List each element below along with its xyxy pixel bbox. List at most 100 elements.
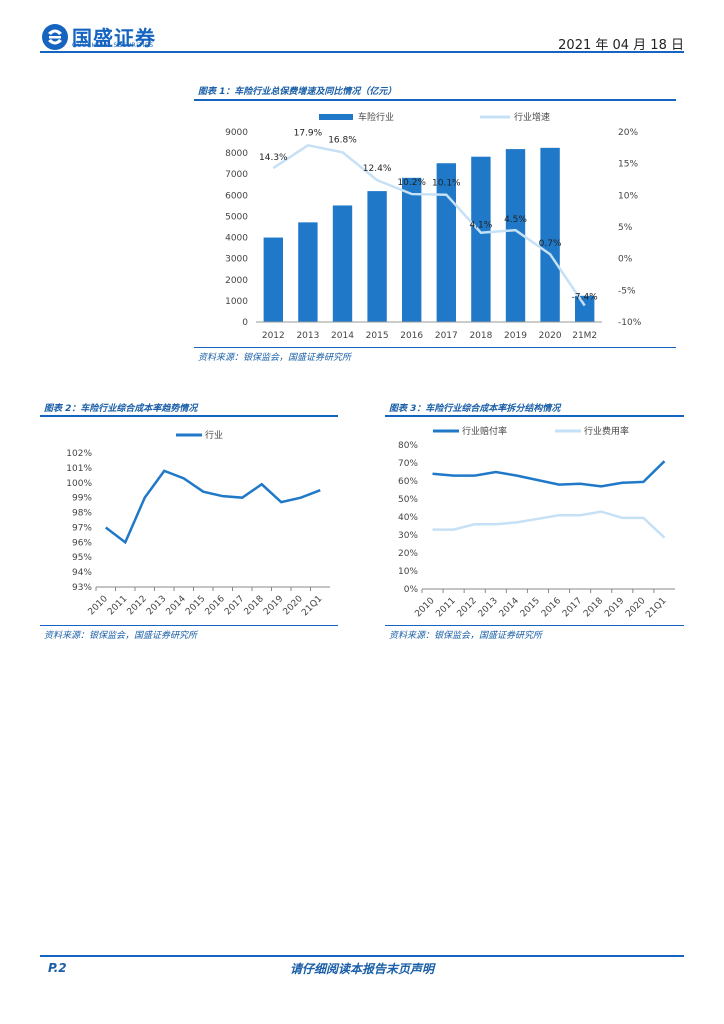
y-axis-tick: 95% xyxy=(72,553,92,563)
left-axis-tick: 6000 xyxy=(225,191,248,201)
x-axis-tick: 2017 xyxy=(435,331,458,341)
left-axis-tick: 7000 xyxy=(225,170,248,180)
x-axis-tick: 2017 xyxy=(561,596,584,619)
y-axis-tick: 98% xyxy=(72,509,92,519)
right-axis-tick: 15% xyxy=(618,160,638,170)
x-axis-tick: 21M2 xyxy=(572,331,597,341)
growth-data-label: 17.9% xyxy=(294,128,323,138)
x-axis-tick: 2016 xyxy=(204,594,227,617)
x-axis-tick: 2014 xyxy=(165,594,188,617)
growth-data-label: 4.5% xyxy=(504,215,527,225)
x-axis-tick: 2019 xyxy=(504,331,527,341)
x-axis-tick: 2015 xyxy=(366,331,389,341)
fig1-chart: 车险行业 行业增速 0 1000 2000 3000 4000 5000 6000 7000 800… xyxy=(225,111,642,341)
brand-name: 国盛证券 xyxy=(72,26,156,50)
x-axis-tick: 2014 xyxy=(498,596,521,619)
left-axis-tick: 9000 xyxy=(225,128,248,138)
legend-bar-label: 车险行业 xyxy=(358,111,394,123)
legend-line-label: 行业增速 xyxy=(514,111,550,123)
series-line xyxy=(432,460,666,488)
x-axis-tick: 2017 xyxy=(223,594,246,617)
brand-logo-icon xyxy=(42,24,68,50)
bar xyxy=(540,147,560,322)
left-axis-tick: 5000 xyxy=(225,212,248,222)
growth-data-label: -7.4% xyxy=(572,293,599,303)
y-axis-tick: 80% xyxy=(398,441,418,451)
series-line xyxy=(104,469,321,545)
x-axis-tick: 2018 xyxy=(243,594,266,617)
y-axis-tick: 93% xyxy=(72,583,92,593)
x-axis-tick: 2016 xyxy=(540,596,563,619)
x-axis-tick: 2016 xyxy=(400,331,423,341)
x-axis-tick: 2020 xyxy=(624,596,647,619)
y-axis-tick: 101% xyxy=(66,464,92,474)
legend-label-expense: 行业费用率 xyxy=(584,425,629,437)
y-axis-tick: 70% xyxy=(398,459,418,469)
y-axis-tick: 50% xyxy=(398,495,418,505)
bar xyxy=(471,156,491,322)
y-axis-tick: 100% xyxy=(66,479,92,489)
x-axis-tick: 2014 xyxy=(331,331,354,341)
y-axis-tick: 94% xyxy=(72,568,92,578)
x-axis-tick: 2015 xyxy=(184,594,207,617)
y-axis-tick: 20% xyxy=(398,549,418,559)
growth-data-label: 16.8% xyxy=(328,135,357,145)
x-axis-tick: 2013 xyxy=(477,596,500,619)
left-axis-tick: 3000 xyxy=(225,255,248,265)
series-line xyxy=(432,510,666,539)
x-axis-tick: 2010 xyxy=(413,596,436,619)
y-axis-tick: 97% xyxy=(72,523,92,533)
fig2-title-rule xyxy=(40,415,338,417)
fig3-source: 资料来源：银保监会，国盛证券研究所 xyxy=(389,631,543,641)
y-axis-tick: 99% xyxy=(72,494,92,504)
growth-data-label: 14.3% xyxy=(259,153,288,163)
left-axis-tick: 4000 xyxy=(225,234,248,244)
fig2-source: 资料来源：银保监会，国盛证券研究所 xyxy=(44,631,198,641)
fig3-title-rule xyxy=(385,415,684,417)
y-axis-tick: 0% xyxy=(404,585,419,595)
y-axis-tick: 96% xyxy=(72,538,92,548)
fig3-title: 图表 3：车险行业综合成本率拆分结构情况 xyxy=(389,404,561,414)
y-axis-tick: 40% xyxy=(398,513,418,523)
x-axis-tick: 21Q1 xyxy=(644,596,668,620)
growth-data-label: 0.7% xyxy=(539,239,562,249)
x-axis-tick: 2019 xyxy=(262,594,285,617)
x-axis-tick: 2015 xyxy=(519,596,542,619)
x-axis-tick: 2020 xyxy=(539,331,562,341)
bar xyxy=(575,295,595,322)
x-axis-tick: 2018 xyxy=(469,331,492,341)
x-axis-tick: 2011 xyxy=(106,594,129,617)
right-axis-tick: 5% xyxy=(618,223,633,233)
bar xyxy=(402,177,422,322)
x-axis-tick: 2011 xyxy=(434,596,457,619)
y-axis-tick: 30% xyxy=(398,531,418,541)
fig1-source-rule xyxy=(194,347,676,348)
fig1-source: 资料来源：银保监会，国盛证券研究所 xyxy=(198,353,352,363)
bar xyxy=(505,149,526,322)
x-axis-tick: 2010 xyxy=(87,594,110,617)
left-axis-tick: 1000 xyxy=(225,297,248,307)
fig2-source-rule xyxy=(40,625,338,626)
y-axis-tick: 60% xyxy=(398,477,418,487)
bar xyxy=(263,237,283,322)
fig3-chart: 行业赔付率 行业费用率 0% 10% 20% 30% 40% 50% 60% 70% 80% 2010… xyxy=(398,425,675,620)
fig2-chart: 行业93%94%95%96%97%98%99%100%101%102%20102… xyxy=(66,429,330,618)
footer-disclaimer: 请仔细阅读本报告末页声明 xyxy=(289,962,434,976)
right-axis-tick: -5% xyxy=(618,286,636,296)
x-axis-tick: 21Q1 xyxy=(300,594,324,618)
bar xyxy=(436,163,456,322)
fig1-title: 图表 1：车险行业总保费增速及同比情况（亿元） xyxy=(198,87,397,97)
fig2-title: 图表 2：车险行业综合成本率趋势情况 xyxy=(44,404,198,414)
footer-rule xyxy=(40,955,684,957)
right-axis-tick: -10% xyxy=(618,318,642,328)
fig1-title-rule xyxy=(194,99,676,101)
growth-data-label: 10.1% xyxy=(432,179,461,189)
brand-subtitle: GUOSHENG SECURITIES xyxy=(72,42,154,49)
x-axis-tick: 2012 xyxy=(126,594,149,617)
growth-data-label: 12.4% xyxy=(363,164,392,174)
legend-label-claims: 行业赔付率 xyxy=(462,425,507,437)
x-axis-tick: 2013 xyxy=(296,331,319,341)
bar xyxy=(367,191,387,322)
left-axis-tick: 2000 xyxy=(225,276,248,286)
page-number: P.2 xyxy=(48,961,67,975)
